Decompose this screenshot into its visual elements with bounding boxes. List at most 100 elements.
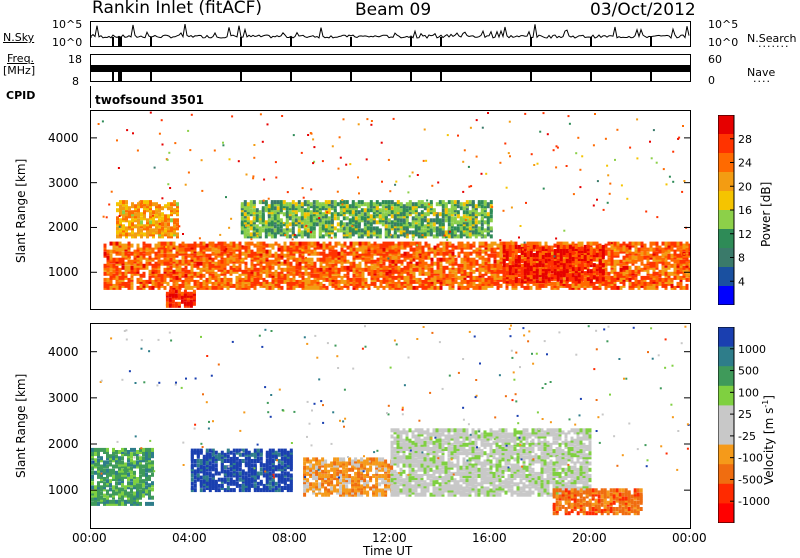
heatmap-cell	[677, 276, 680, 280]
heatmap-cell	[131, 218, 134, 222]
heatmap-cell	[275, 262, 278, 266]
heatmap-cell	[434, 262, 437, 266]
heatmap-cell	[448, 212, 451, 216]
heatmap-cell	[230, 256, 233, 260]
heatmap-cell	[677, 270, 680, 274]
colorbar-segment	[718, 115, 734, 135]
heatmap-cell	[154, 167, 156, 169]
heatmap-cell	[299, 242, 302, 246]
heatmap-cell	[322, 212, 325, 216]
heatmap-cell	[359, 254, 362, 258]
heatmap-cell	[161, 260, 164, 264]
heatmap-cell	[206, 258, 209, 262]
heatmap-cell	[427, 218, 430, 222]
heatmap-cell	[410, 242, 413, 246]
heatmap-cell	[254, 272, 257, 276]
heatmap-cell	[350, 242, 353, 246]
heatmap-cell	[241, 230, 244, 234]
heatmap-cell	[185, 248, 188, 252]
heatmap-cell	[555, 238, 557, 240]
heatmap-cell	[656, 252, 659, 256]
heatmap-cell	[635, 266, 638, 270]
heatmap-cell	[292, 214, 295, 218]
heatmap-cell	[241, 220, 244, 224]
heatmap-cell	[463, 206, 466, 210]
heatmap-cell	[113, 250, 116, 254]
heatmap-cell	[442, 222, 445, 226]
heatmap-cell	[647, 282, 650, 286]
heatmap-cell	[539, 247, 542, 251]
heatmap-cell	[313, 146, 315, 148]
heatmap-cell	[286, 210, 289, 214]
heatmap-cell	[172, 304, 175, 308]
heatmap-cell	[419, 268, 422, 272]
heatmap-cell	[188, 286, 191, 290]
heatmap-cell	[308, 272, 311, 276]
heatmap-cell	[379, 208, 382, 212]
heatmap-cell	[341, 199, 343, 201]
heatmap-cell	[449, 242, 452, 246]
heatmap-cell	[581, 155, 583, 157]
heatmap-cell	[214, 150, 216, 152]
heatmap-cell	[393, 118, 395, 120]
heatmap-cell	[296, 280, 299, 284]
heatmap-cell	[100, 456, 103, 460]
heatmap-cell	[164, 258, 167, 262]
heatmap-cell	[431, 185, 433, 187]
heatmap-cell	[485, 258, 488, 262]
heatmap-cell	[587, 245, 590, 249]
heatmap-cell	[248, 268, 251, 272]
heatmap-cell	[491, 254, 494, 258]
heatmap-cell	[455, 268, 458, 272]
heatmap-cell	[428, 268, 431, 272]
heatmap-cell	[481, 236, 483, 238]
heatmap-cell	[293, 244, 295, 246]
heatmap-cell	[377, 248, 380, 252]
heatmap-cell	[424, 224, 427, 228]
freq-band	[91, 65, 690, 72]
heatmap-cell	[373, 226, 376, 230]
heatmap-cell	[146, 244, 149, 248]
heatmap-cell	[143, 200, 146, 204]
heatmap-cell	[215, 272, 218, 276]
heatmap-cell	[491, 242, 494, 246]
heatmap-cell	[347, 260, 350, 264]
heatmap-cell	[230, 218, 232, 220]
heatmap-cell	[212, 242, 215, 246]
heatmap-cell	[166, 302, 169, 306]
heatmap-cell	[334, 208, 337, 212]
heatmap-cell	[326, 254, 329, 258]
heatmap-cell	[203, 286, 206, 290]
heatmap-cell	[668, 262, 671, 266]
heatmap-cell	[158, 260, 161, 264]
heatmap-cell	[665, 278, 668, 282]
heatmap-cell	[304, 212, 307, 216]
heatmap-cell	[173, 208, 176, 212]
heatmap-cell	[164, 254, 167, 258]
heatmap-cell	[272, 260, 275, 264]
heatmap-cell	[314, 262, 317, 266]
heatmap-cell	[536, 279, 539, 283]
heatmap-cell	[281, 115, 283, 117]
heatmap-cell	[146, 252, 149, 256]
heatmap-cell	[272, 254, 275, 258]
heatmap-cell	[436, 226, 439, 230]
heatmap-cell	[278, 254, 281, 258]
heatmap-cell	[128, 232, 131, 236]
heatmap-cell	[227, 270, 230, 274]
heatmap-cell	[116, 208, 119, 212]
heatmap-cell	[251, 250, 254, 254]
heatmap-cell	[222, 142, 224, 144]
heatmap-cell	[230, 252, 233, 256]
heatmap-cell	[122, 206, 125, 210]
heatmap-cell	[632, 282, 635, 286]
heatmap-cell	[317, 258, 320, 262]
heatmap-cell	[473, 258, 476, 262]
heatmap-cell	[554, 255, 556, 257]
heatmap-cell	[358, 210, 361, 214]
heatmap-cell	[569, 259, 572, 263]
heatmap-cell	[509, 155, 511, 157]
heatmap-cell	[686, 274, 689, 278]
power-colorbar-title: Power [dB]	[760, 182, 772, 247]
heatmap-cell	[349, 218, 352, 222]
